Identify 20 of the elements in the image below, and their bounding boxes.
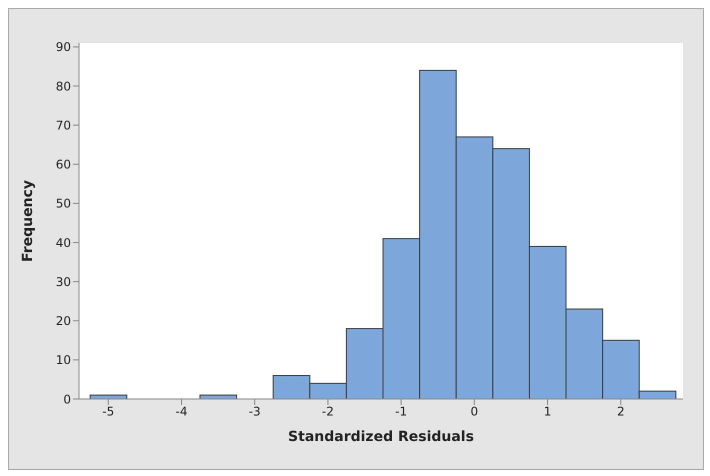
x-axis-title: Standardized Residuals (288, 429, 474, 445)
x-tick-label: 2 (616, 404, 625, 419)
y-tick-label: 20 (56, 314, 71, 328)
x-tick-label: 1 (544, 404, 552, 419)
x-tick-label: -3 (248, 404, 261, 419)
y-tick-label: 60 (56, 158, 71, 172)
y-tick-label: 80 (56, 79, 71, 94)
y-tick-label: 10 (56, 353, 71, 368)
x-tick-label: -4 (176, 404, 188, 419)
y-tick-label: 50 (56, 196, 71, 211)
y-tick-label: 30 (56, 274, 71, 289)
x-tick-label: -2 (322, 404, 334, 419)
y-tick-label: 90 (56, 40, 71, 54)
x-tick-label: -5 (102, 404, 114, 419)
y-tick-label: 70 (56, 118, 71, 132)
y-tick-label: 40 (56, 236, 71, 250)
x-tick-label: -1 (395, 404, 408, 419)
y-axis-title: Frequency (20, 180, 36, 262)
x-tick-label: 0 (470, 404, 478, 419)
y-tick-label: 0 (63, 392, 71, 406)
